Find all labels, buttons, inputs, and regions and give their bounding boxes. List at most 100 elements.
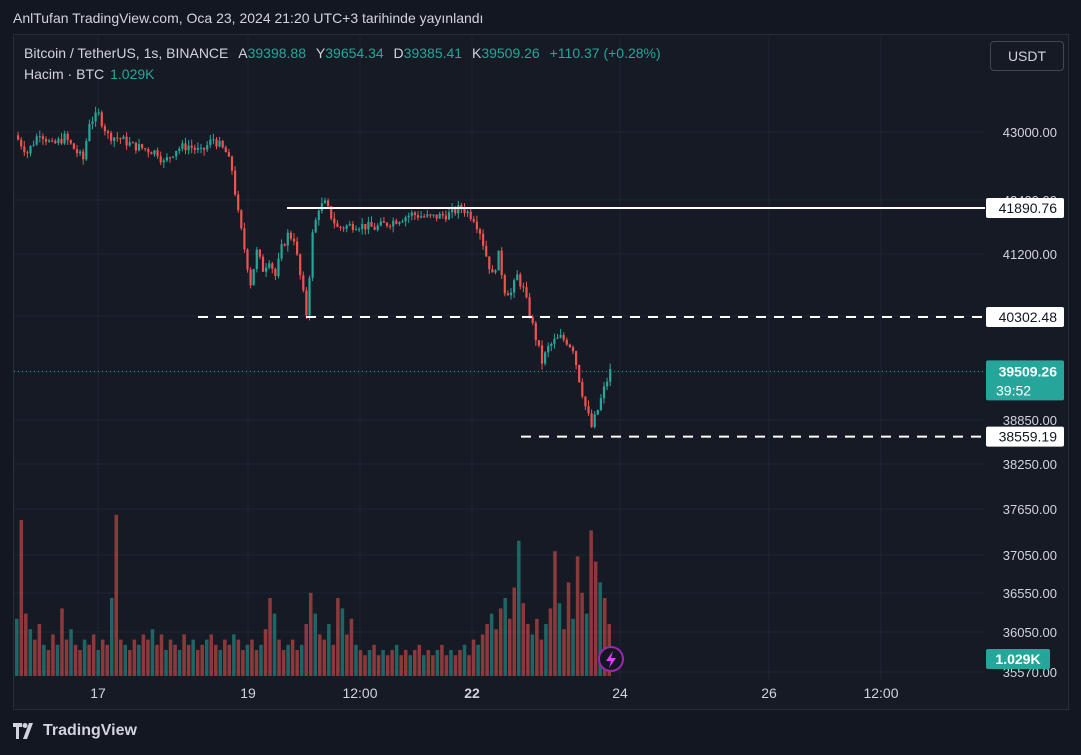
candle-body (75, 149, 79, 154)
volume-bar (340, 608, 345, 676)
volume-bar (562, 629, 566, 676)
price-tick-label: 38250.00 (1003, 457, 1057, 472)
volume-bar (322, 639, 327, 676)
candle-body (308, 277, 311, 316)
candle-body (500, 250, 503, 276)
volume-bar (245, 644, 250, 676)
candle-body (85, 140, 88, 160)
candle-body (358, 229, 361, 231)
volume-bar (191, 639, 195, 676)
volume-bar (51, 634, 55, 676)
volume-bar (539, 639, 544, 676)
candle-body (364, 224, 367, 230)
volume-bar (195, 650, 200, 676)
last-price-label: 39509.26 (999, 363, 1058, 379)
candle-body (544, 352, 547, 364)
candle-body (230, 156, 234, 171)
candle-body (237, 194, 240, 211)
last-price-label-bg (986, 360, 1064, 401)
price-tick-label: 36050.00 (1003, 625, 1057, 640)
volume-bar (512, 587, 517, 676)
candle-body (606, 381, 609, 387)
candle-body (283, 244, 286, 246)
candle-body (562, 334, 565, 340)
candle-body (227, 152, 230, 157)
volume-bar (408, 655, 412, 676)
volume-bar (295, 650, 299, 676)
volume-bar (96, 650, 100, 676)
time-tick-label: 17 (90, 685, 106, 701)
candle-body (485, 245, 488, 257)
candle-body (26, 152, 29, 154)
volume-bar (55, 644, 60, 676)
candle-body (110, 133, 113, 141)
volume-bar (286, 644, 290, 676)
volume-bar (575, 556, 580, 676)
change-value: +110.37 (+0.28%) (549, 45, 661, 61)
volume-bar (376, 655, 381, 676)
candle-body (327, 200, 330, 207)
candle-body (410, 212, 413, 216)
volume-bar (494, 629, 498, 676)
footer-brand[interactable]: TradingView (13, 722, 137, 740)
candle-body (454, 208, 457, 214)
level-price-label-bg (986, 307, 1064, 327)
candle-body (246, 249, 249, 270)
time-tick-label: 26 (761, 685, 777, 701)
low-value: 39385.41 (403, 45, 463, 61)
candle-body (268, 263, 271, 268)
candle-body (91, 121, 94, 125)
candle-body (97, 112, 100, 114)
candle-body (234, 170, 237, 195)
volume-bar (521, 603, 526, 676)
volume-bar (530, 634, 535, 676)
volume-bar (259, 644, 263, 676)
candle-body (79, 151, 82, 154)
candlesticks (17, 106, 612, 429)
candle-body (274, 268, 277, 277)
candle-body (35, 136, 38, 145)
footer-brand-text: TradingView (43, 722, 137, 739)
candle-body (432, 214, 435, 216)
volume-bar (277, 639, 281, 676)
currency-button[interactable]: USDT (990, 41, 1064, 71)
candle-body (221, 140, 224, 148)
volume-bar (105, 644, 109, 676)
volume-bar (119, 639, 123, 676)
candle-body (134, 142, 137, 151)
candle-body (271, 263, 274, 269)
candle-body (550, 344, 553, 347)
level-price-label-bg (986, 426, 1064, 447)
candle-body (497, 250, 500, 271)
candle-body (54, 140, 57, 144)
candle-body (385, 222, 389, 226)
volume-bar (403, 650, 408, 676)
volume-axis-label-bg (986, 649, 1050, 669)
volume-bar (177, 650, 182, 676)
volume-axis-label: 1.029K (995, 651, 1040, 667)
volume-bar (15, 618, 19, 676)
candle-body (100, 112, 103, 127)
volume-bar (214, 644, 218, 676)
volume-bar (46, 650, 51, 676)
candle-body (175, 150, 178, 157)
volume-bar (128, 650, 132, 676)
candle-body (438, 213, 441, 219)
symbol-header: Bitcoin / TetherUS, 1s, BINANCE A39398.8… (24, 45, 661, 61)
candle-body (547, 346, 550, 353)
level-price-label: 41890.76 (999, 200, 1058, 216)
candle-body (491, 269, 494, 273)
candle-body (587, 406, 590, 414)
candle-body (478, 229, 482, 234)
candle-body (525, 287, 528, 298)
volume-bar (449, 650, 453, 676)
candle-body (147, 149, 150, 153)
level-price-label: 40302.48 (999, 309, 1058, 325)
volume-bar (263, 629, 268, 676)
candle-body (460, 205, 463, 209)
volume-bar (544, 624, 548, 676)
publication-info: AnlTufan TradingView.com, Oca 23, 2024 2… (13, 10, 484, 26)
candle-body (451, 208, 454, 213)
candle-body (63, 133, 66, 144)
